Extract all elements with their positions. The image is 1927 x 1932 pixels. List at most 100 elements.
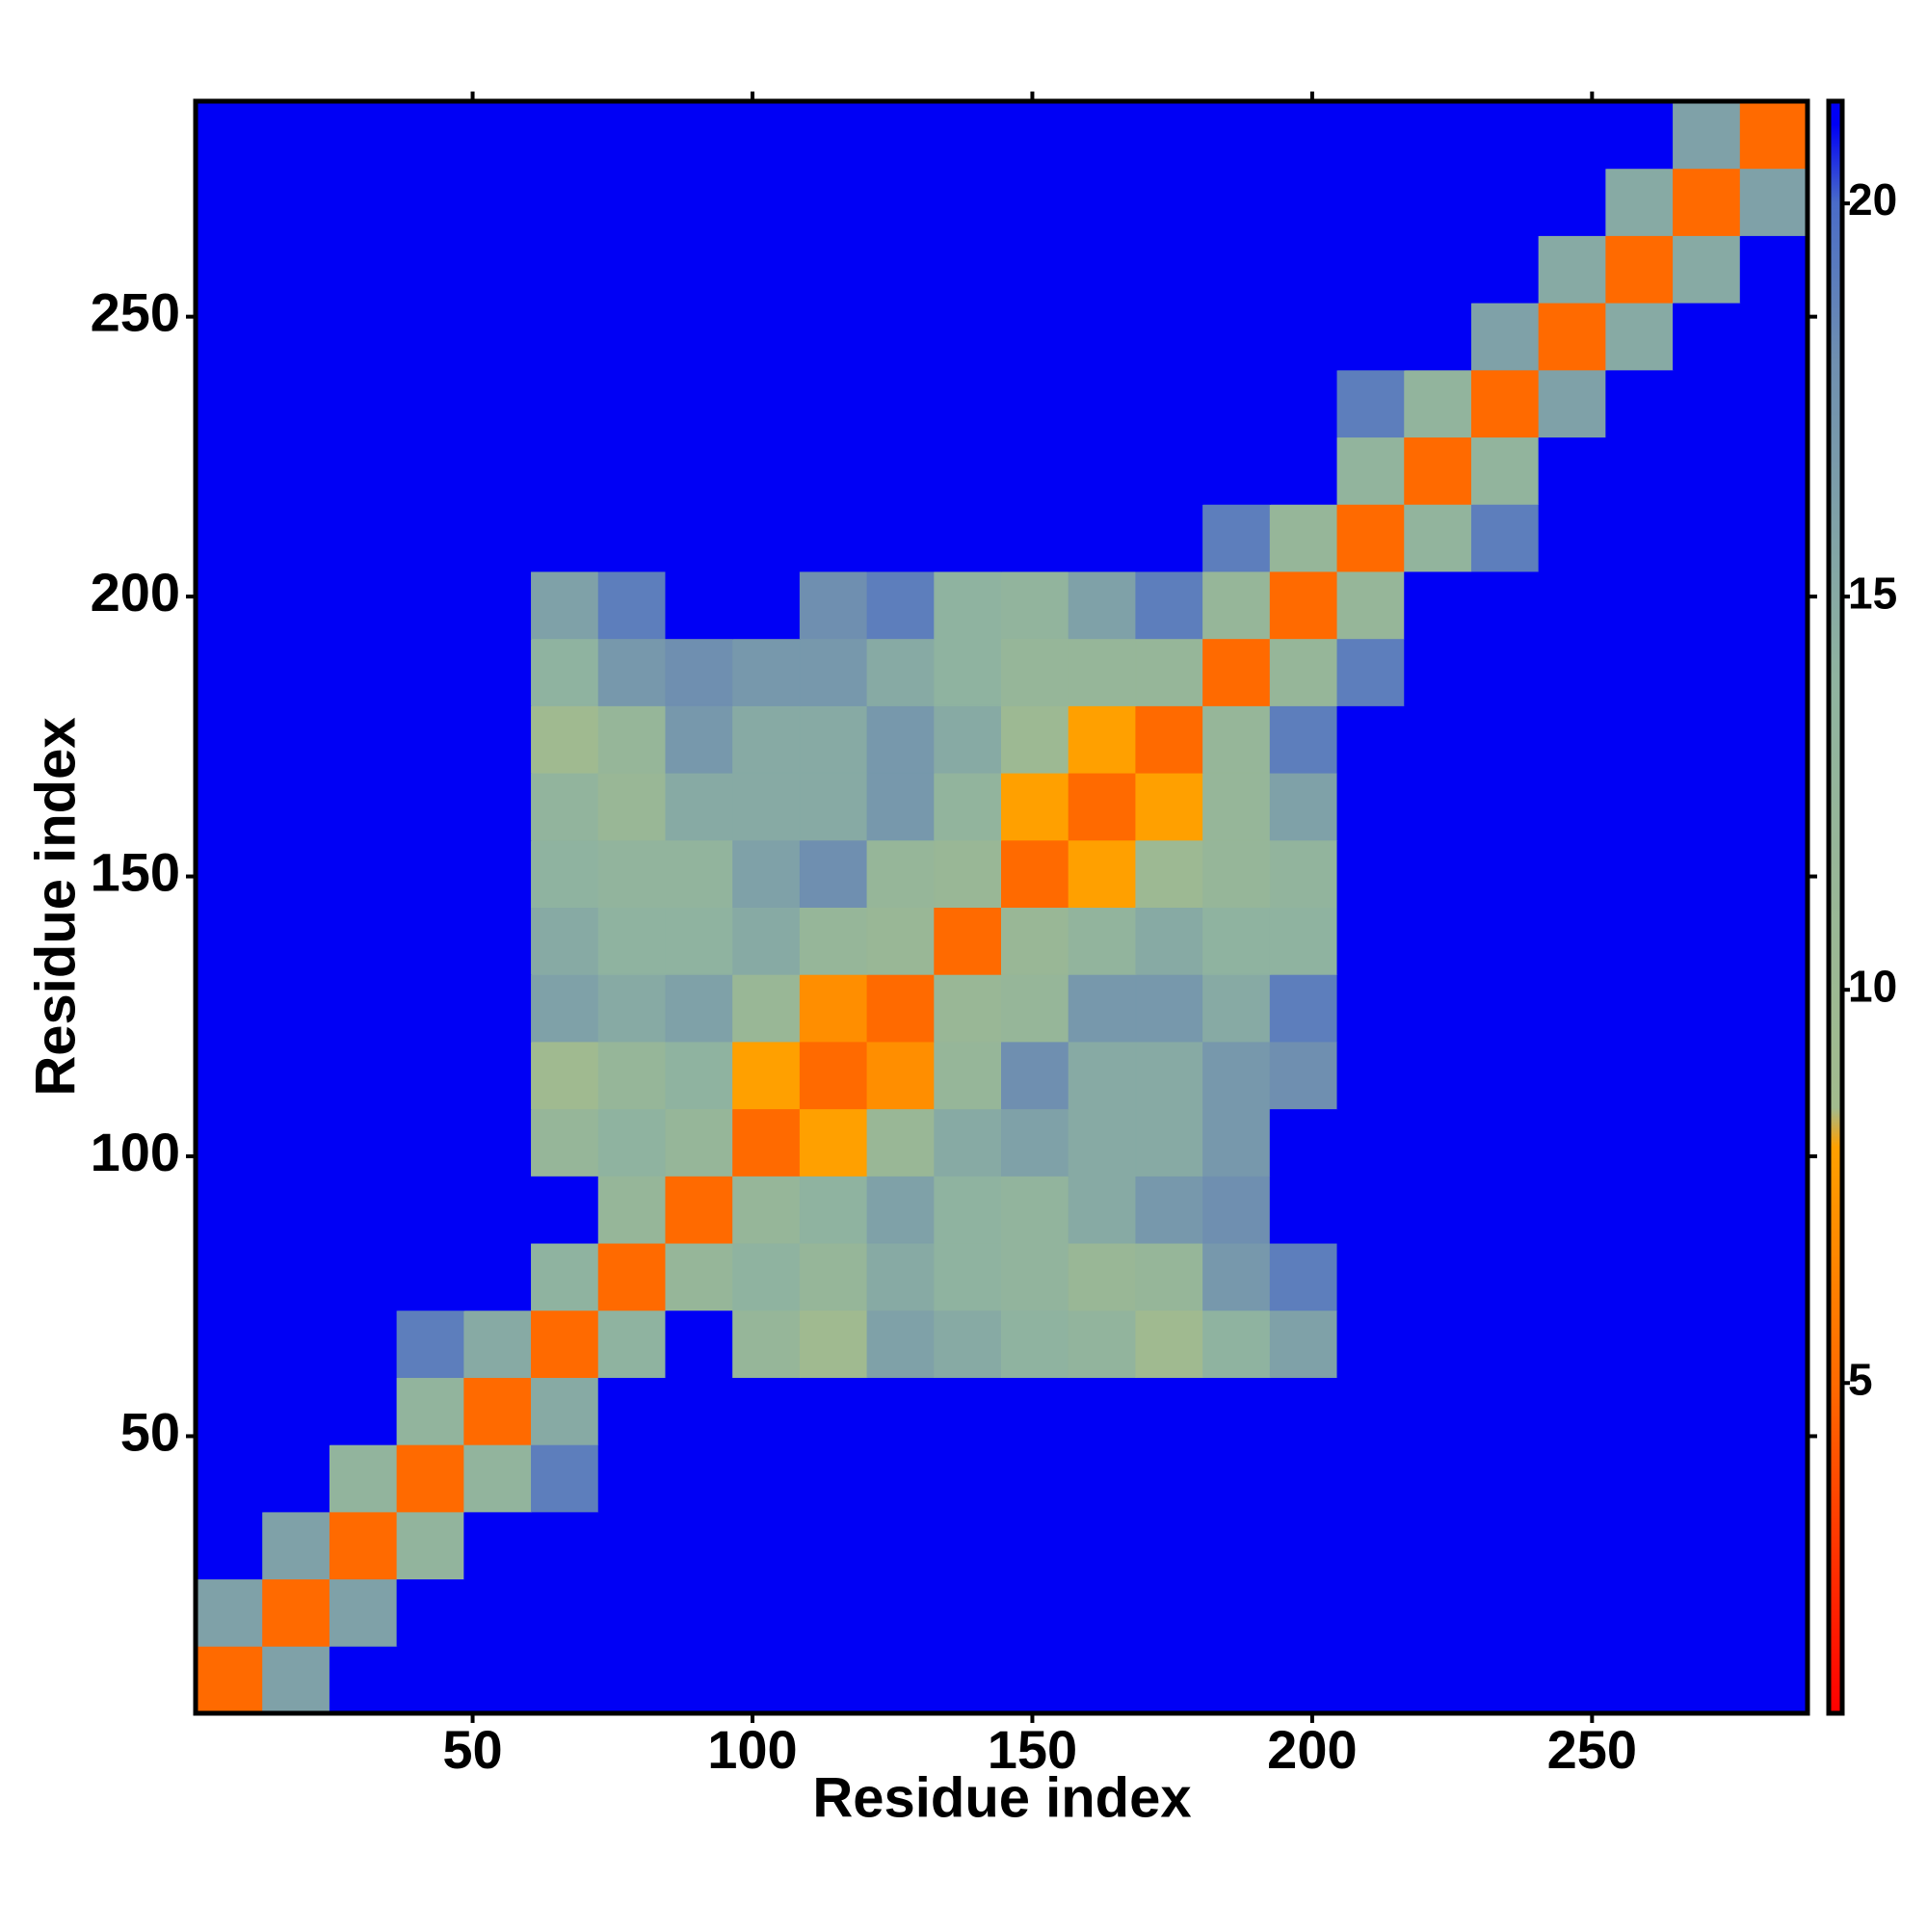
heatmap-cell <box>195 704 264 774</box>
heatmap-cell <box>262 704 330 774</box>
heatmap-cell <box>1470 1645 1540 1714</box>
colorbar-tick-label: 5 <box>1848 1354 1873 1404</box>
heatmap-cell <box>1673 704 1741 774</box>
heatmap-cell <box>1470 437 1540 505</box>
heatmap-cell <box>866 1041 936 1110</box>
heatmap-cell <box>1202 1108 1271 1177</box>
heatmap-cell <box>195 638 264 706</box>
heatmap-cell <box>1538 168 1607 236</box>
heatmap-cell <box>262 369 330 438</box>
heatmap-cell <box>1001 437 1069 505</box>
heatmap-cell <box>1739 437 1808 505</box>
heatmap-cell <box>195 907 264 975</box>
heatmap-cell <box>866 907 936 975</box>
x-tick-label: 250 <box>1547 1719 1637 1780</box>
heatmap-cell <box>531 1645 599 1714</box>
heatmap-cell <box>732 839 801 909</box>
heatmap-cell <box>1068 839 1137 909</box>
heatmap-cell <box>1336 302 1406 371</box>
heatmap-cell <box>1269 907 1338 975</box>
heatmap-cell <box>195 1041 264 1110</box>
heatmap-cell <box>1673 1310 1741 1378</box>
heatmap-cell <box>732 704 801 774</box>
heatmap-cell <box>262 234 330 304</box>
heatmap-cell <box>463 570 533 640</box>
y-tick-label: 150 <box>91 841 180 902</box>
heatmap-cell <box>1739 302 1808 371</box>
heatmap-cell <box>1739 839 1808 909</box>
heatmap-cell <box>597 1578 667 1647</box>
heatmap-cell <box>531 302 599 371</box>
heatmap-cell <box>597 168 667 236</box>
heatmap-cell <box>665 973 734 1043</box>
heatmap-cell <box>1135 100 1204 170</box>
heatmap-cell <box>1001 1443 1069 1513</box>
heatmap-cell <box>1068 168 1137 236</box>
heatmap-cell <box>665 1511 734 1580</box>
heatmap-cell <box>262 1443 330 1513</box>
heatmap-cell <box>531 1242 599 1311</box>
heatmap-cell <box>597 1310 667 1378</box>
heatmap-cell <box>1673 772 1741 841</box>
heatmap-cell <box>1538 570 1607 640</box>
heatmap-cell <box>1269 1242 1338 1311</box>
heatmap-cells <box>195 100 1808 1714</box>
heatmap-cell <box>1470 1242 1540 1311</box>
heatmap-cell <box>1068 302 1137 371</box>
heatmap-cell <box>1538 1242 1607 1311</box>
heatmap-cell <box>1336 437 1406 505</box>
heatmap-cell <box>262 100 330 170</box>
heatmap-cell <box>396 973 465 1043</box>
heatmap-cell <box>1739 234 1808 304</box>
heatmap-cell <box>1135 1578 1204 1647</box>
heatmap-cell <box>396 839 465 909</box>
heatmap-cell <box>799 1578 868 1647</box>
heatmap-cell <box>1068 1175 1137 1244</box>
heatmap-cell <box>665 1041 734 1110</box>
heatmap-cell <box>1739 168 1808 236</box>
heatmap-cell <box>1001 1578 1069 1647</box>
colorbar <box>1826 98 1845 1716</box>
heatmap-cell <box>1605 1041 1675 1110</box>
heatmap-cell <box>195 1108 264 1177</box>
heatmap-cell <box>262 1310 330 1378</box>
heatmap-cell <box>463 369 533 438</box>
heatmap-cell <box>1269 369 1338 438</box>
heatmap-cell <box>195 973 264 1043</box>
heatmap-cell <box>597 234 667 304</box>
heatmap-cell <box>866 437 936 505</box>
heatmap-cell <box>799 302 868 371</box>
heatmap-cell <box>1269 1108 1338 1177</box>
heatmap-cell <box>195 100 264 170</box>
heatmap-cell <box>1202 234 1271 304</box>
heatmap-cell <box>665 907 734 975</box>
heatmap-cell <box>329 437 398 505</box>
heatmap-cell <box>1001 369 1069 438</box>
heatmap-cell <box>1673 369 1741 438</box>
heatmap-cell <box>329 1376 398 1445</box>
heatmap-cell <box>1538 973 1607 1043</box>
heatmap-cell <box>262 302 330 371</box>
heatmap-cell <box>463 1041 533 1110</box>
heatmap-cell <box>463 1310 533 1378</box>
heatmap-cell <box>799 907 868 975</box>
heatmap-cell <box>195 1578 264 1647</box>
heatmap-cell <box>665 1443 734 1513</box>
heatmap-cell <box>1001 1041 1069 1110</box>
heatmap-cell <box>329 302 398 371</box>
heatmap-cell <box>1001 704 1069 774</box>
heatmap-cell <box>597 1511 667 1580</box>
heatmap-cell <box>1538 1041 1607 1110</box>
heatmap-cell <box>1538 1443 1607 1513</box>
heatmap-cell <box>597 1175 667 1244</box>
heatmap-cell <box>934 772 1003 841</box>
heatmap-cell <box>531 100 599 170</box>
heatmap-cell <box>396 1041 465 1110</box>
heatmap-cell <box>262 1041 330 1110</box>
heatmap-cell <box>1269 638 1338 706</box>
heatmap-cell <box>396 1242 465 1311</box>
heatmap-cell <box>1404 234 1472 304</box>
heatmap-cell <box>597 1376 667 1445</box>
